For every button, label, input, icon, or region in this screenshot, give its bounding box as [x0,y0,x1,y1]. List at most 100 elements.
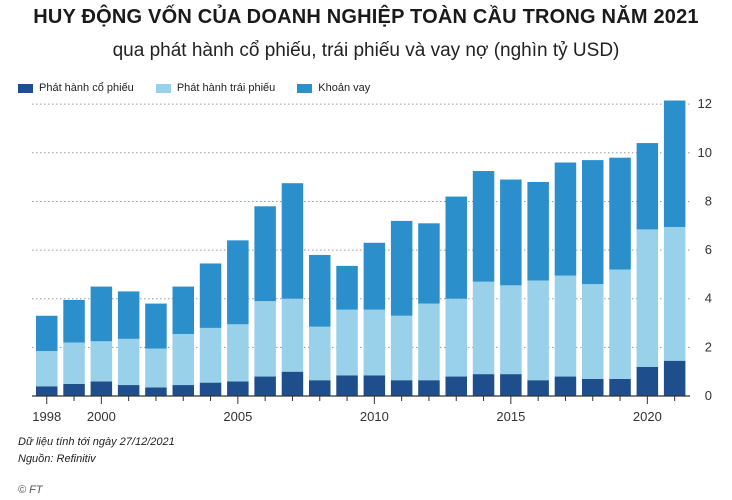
bar-equity-2019 [609,378,631,396]
bar-bonds-2019 [609,269,631,379]
legend-label-bonds: Phát hành trái phiếu [176,82,276,94]
bar-bonds-2003 [172,333,194,386]
y-tick-label-4: 4 [705,291,712,306]
bar-loans-2009 [336,265,358,310]
bar-loans-2002 [145,303,167,349]
bar-bonds-2011 [390,315,413,381]
bar-equity-1999 [63,383,85,396]
bar-loans-2007 [281,183,304,299]
bar-equity-2004 [199,382,222,396]
bar-equity-2021 [663,360,686,396]
legend-label-equity: Phát hành cổ phiếu [39,82,134,94]
bar-bonds-2005 [227,324,249,382]
bar-equity-2011 [390,380,413,396]
bar-loans-2015 [500,179,522,286]
bar-bonds-2021 [663,226,686,361]
bar-loans-2021 [663,100,686,227]
bar-equity-2010 [363,375,386,396]
bar-loans-2014 [472,171,495,282]
legend: Phát hành cổ phiếu Phát hành trái phiếu … [18,80,392,96]
bar-bonds-2002 [145,348,167,388]
x-tick-label-2010: 2010 [360,409,389,424]
chart-title: HUY ĐỘNG VỐN CỦA DOANH NGHIỆP TOÀN CẦU T… [33,6,699,28]
y-tick-label-0: 0 [705,388,712,403]
bar-loans-2006 [254,206,276,302]
legend-swatch-equity [18,83,33,93]
bar-equity-2000 [90,381,113,396]
bar-equity-1998 [36,386,58,396]
bar-equity-2007 [281,371,304,396]
source-note: Nguồn: Refinitiv [18,453,96,465]
bar-bonds-2018 [582,284,604,379]
legend-item-bonds: Phát hành trái phiếu [155,82,276,94]
bar-loans-2020 [636,143,659,230]
y-tick-label-12: 12 [698,96,712,111]
x-tick-label-2000: 2000 [87,409,116,424]
bar-equity-2006 [254,376,276,396]
bar-loans-2004 [199,263,222,328]
bar-equity-2016 [527,380,549,396]
bar-loans-2001 [117,291,140,339]
bar-loans-2012 [418,223,440,304]
y-tick-label-10: 10 [698,145,712,160]
bar-bonds-2007 [281,298,304,372]
bar-loans-2017 [554,162,577,276]
y-tick-label-6: 6 [705,242,712,257]
bar-bonds-2001 [117,338,140,386]
x-tick-label-2020: 2020 [633,409,662,424]
bar-bonds-1998 [36,351,58,387]
bar-equity-2020 [636,366,659,396]
x-tick-label-1998: 1998 [32,409,61,424]
legend-swatch-bonds [155,83,171,93]
x-tick-label-2005: 2005 [223,409,252,424]
legend-swatch-loans [297,83,313,93]
bar-loans-2013 [445,196,467,299]
bar-loans-1999 [63,299,85,343]
bar-bonds-2013 [445,298,467,377]
bar-bonds-2014 [472,281,495,375]
bar-loans-2005 [227,240,249,325]
bar-equity-2003 [172,385,194,396]
y-tick-label-2: 2 [705,339,712,354]
chart-subtitle: qua phát hành cổ phiếu, trái phiếu và va… [112,40,620,61]
data-date-note: Dữ liệu tính tới ngày 27/12/2021 [18,436,175,448]
bar-bonds-2016 [527,280,549,381]
bar-bonds-2000 [90,341,113,382]
bar-equity-2005 [227,381,249,396]
bar-loans-2011 [390,220,413,316]
bar-bonds-2006 [254,301,276,377]
bar-equity-2013 [445,376,467,396]
bar-loans-2016 [527,181,549,281]
bar-bonds-2010 [363,309,386,376]
bar-loans-2003 [172,286,194,334]
bar-equity-2014 [472,374,495,396]
bar-loans-2018 [582,160,604,285]
bar-equity-2001 [117,385,140,396]
bar-bonds-2004 [199,327,222,383]
bar-bonds-2017 [554,275,577,377]
bar-equity-2002 [145,387,167,396]
bar-bonds-2015 [500,285,522,375]
bar-bonds-1999 [63,342,85,384]
bar-loans-2010 [363,242,386,310]
legend-label-loans: Khoản vay [318,82,371,94]
bar-loans-2008 [309,254,331,327]
ft-credit: © FT [18,484,43,496]
bar-equity-2012 [418,380,440,396]
bar-bonds-2012 [418,303,440,381]
bar-bonds-2020 [636,229,659,367]
bar-loans-1998 [36,315,58,352]
bar-equity-2009 [336,375,358,396]
bar-equity-2015 [500,374,522,396]
x-tick-label-2015: 2015 [496,409,525,424]
bar-loans-2019 [609,157,631,270]
bar-bonds-2008 [309,326,331,381]
bar-equity-2018 [582,378,604,396]
legend-item-equity: Phát hành cổ phiếu [18,82,134,94]
bar-bonds-2009 [336,309,358,376]
bar-equity-2017 [554,376,577,396]
bar-loans-2000 [90,286,113,342]
legend-item-loans: Khoản vay [297,82,370,94]
y-tick-label-8: 8 [705,193,712,208]
